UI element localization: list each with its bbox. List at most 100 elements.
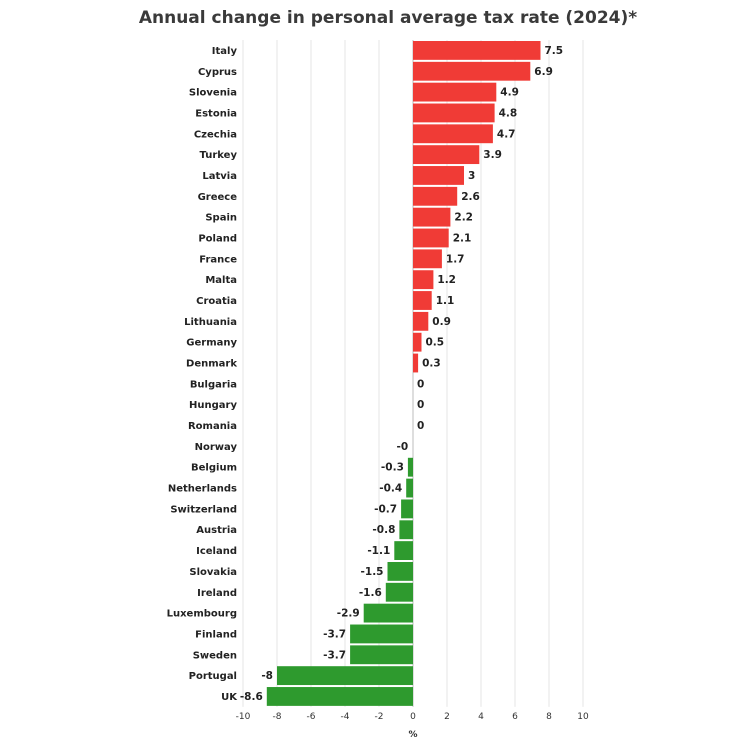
bar xyxy=(413,145,480,165)
value-label: 1.2 xyxy=(437,274,456,286)
value-label: -1.6 xyxy=(359,587,382,599)
bar xyxy=(413,103,495,123)
value-label: 3.9 xyxy=(483,149,502,161)
category-label: Turkey xyxy=(200,150,238,161)
value-label: 2.1 xyxy=(453,232,472,244)
value-label: 0.5 xyxy=(426,337,445,349)
value-label: 0 xyxy=(417,378,424,390)
bar xyxy=(413,353,419,373)
value-label: 1.7 xyxy=(446,253,465,265)
category-label: Denmark xyxy=(186,359,237,370)
value-label: -0.7 xyxy=(374,503,397,515)
value-label: 0 xyxy=(417,420,424,432)
value-label: -3.7 xyxy=(323,628,346,640)
bar xyxy=(399,520,413,540)
bar xyxy=(413,124,493,144)
category-label: Iceland xyxy=(196,546,237,557)
value-label: 1.1 xyxy=(436,295,455,307)
value-label: 3 xyxy=(468,170,475,182)
bar xyxy=(413,249,442,269)
bar xyxy=(401,499,413,519)
category-label: Czechia xyxy=(194,129,237,140)
value-label: -3.7 xyxy=(323,649,346,661)
category-label: Lithuania xyxy=(184,317,237,328)
category-label: Slovakia xyxy=(189,567,237,578)
bar xyxy=(406,478,413,498)
category-label: Cyprus xyxy=(198,67,237,78)
value-label: 4.7 xyxy=(497,128,516,140)
x-tick-label: 2 xyxy=(444,712,450,722)
category-label: Malta xyxy=(205,275,237,286)
bar xyxy=(413,228,449,248)
value-label: -8.6 xyxy=(240,691,263,703)
value-label: -2.9 xyxy=(337,608,360,620)
bar xyxy=(413,207,451,227)
bar xyxy=(413,61,531,81)
chart-title: Annual change in personal average tax ra… xyxy=(138,8,638,28)
value-label: 6.9 xyxy=(534,66,553,78)
category-label: Switzerland xyxy=(170,504,237,515)
value-label: 0.3 xyxy=(422,358,441,370)
category-label: Estonia xyxy=(195,108,237,119)
x-tick-label: -10 xyxy=(236,712,251,722)
x-tick-label: -6 xyxy=(307,712,316,722)
category-label: Italy xyxy=(212,46,238,57)
category-label: Netherlands xyxy=(168,484,237,495)
x-tick-label: 6 xyxy=(512,712,518,722)
category-label: Ireland xyxy=(197,588,237,599)
bar xyxy=(413,186,458,206)
x-tick-label: 0 xyxy=(410,712,416,722)
bar xyxy=(387,562,413,581)
category-label: Norway xyxy=(195,442,238,453)
value-label: -0.3 xyxy=(381,462,404,474)
bar xyxy=(413,41,541,60)
x-tick-label: -8 xyxy=(273,712,282,722)
category-label: Sweden xyxy=(193,650,237,661)
category-label: Greece xyxy=(198,192,238,203)
bar xyxy=(413,166,464,185)
category-label: Austria xyxy=(196,525,237,536)
value-label: -1.5 xyxy=(361,566,384,578)
x-tick-label: 10 xyxy=(577,712,589,722)
value-label: -8 xyxy=(261,670,273,682)
category-label: Croatia xyxy=(196,296,237,307)
value-label: 4.9 xyxy=(500,87,519,99)
category-label: Portugal xyxy=(189,671,237,682)
category-label: Romania xyxy=(188,421,237,432)
value-label: 4.8 xyxy=(499,107,518,119)
value-label: 7.5 xyxy=(545,45,564,57)
value-label: 2.2 xyxy=(454,212,473,224)
x-tick-label: -2 xyxy=(375,712,384,722)
category-label: Germany xyxy=(186,338,237,349)
bar xyxy=(413,311,429,331)
x-axis-title: % xyxy=(408,730,417,740)
category-label: Hungary xyxy=(189,400,237,411)
value-label: 0 xyxy=(417,399,424,411)
bar xyxy=(277,666,413,686)
category-label: Luxembourg xyxy=(167,609,237,620)
bar xyxy=(413,270,434,290)
bar xyxy=(413,291,432,310)
category-labels: Italy Cyprus Slovenia Estonia Czechia Turkey L… xyxy=(167,46,239,703)
value-labels: 7.5 6.9 4.9 4.8 4.7 3.9 3 2.6 2.2 2.1 1.7 1.2 1.1 0.9… xyxy=(240,45,563,703)
category-label: UK xyxy=(221,692,238,703)
category-label: Latvia xyxy=(202,171,237,182)
bar xyxy=(413,82,497,102)
category-label: France xyxy=(199,254,237,265)
x-tick-label: -4 xyxy=(341,712,350,722)
value-label: -0 xyxy=(396,441,408,453)
x-tick-label: 4 xyxy=(478,712,484,722)
category-label: Belgium xyxy=(191,463,237,474)
category-label: Bulgaria xyxy=(190,379,237,390)
category-label: Spain xyxy=(205,213,237,224)
category-label: Slovenia xyxy=(189,88,237,99)
x-tick-labels: -10 -8 -6 -4 -2 0 2 4 6 8 10 xyxy=(236,712,589,722)
gridlines xyxy=(242,40,584,707)
bar xyxy=(350,624,413,644)
bar xyxy=(413,332,422,352)
bar xyxy=(407,457,413,477)
bar xyxy=(363,603,413,623)
bar xyxy=(266,687,413,706)
